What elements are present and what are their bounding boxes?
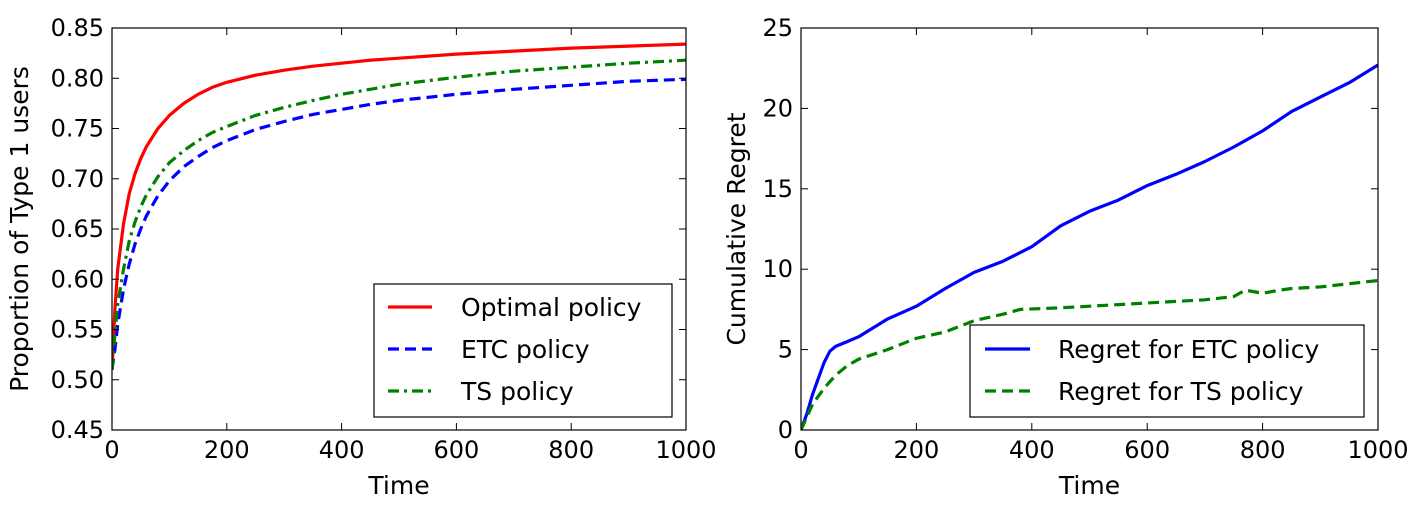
- y-axis-label: Proportion of Type 1 users: [5, 66, 34, 392]
- x-tick-label: 600: [1124, 436, 1170, 464]
- x-tick-label: 800: [1240, 436, 1286, 464]
- x-tick-label: 600: [433, 436, 479, 464]
- y-tick-label: 0.50: [51, 366, 104, 394]
- legend-label: Optimal policy: [461, 293, 642, 322]
- y-tick-label: 10: [762, 255, 793, 283]
- axes-frame: [800, 27, 1379, 431]
- x-tick-label: 400: [1009, 436, 1055, 464]
- x-tick-label: 0: [104, 436, 119, 464]
- legend-box: [969, 324, 1365, 418]
- x-tick-label: 200: [204, 436, 250, 464]
- x-tick-label: 1000: [1347, 436, 1408, 464]
- series-line-regret-for-etc-policy: [801, 63, 1378, 430]
- y-tick-label: 5: [778, 336, 793, 364]
- legend-label: ETC policy: [461, 335, 590, 364]
- series-line-ts-policy: [112, 58, 686, 370]
- y-tick-label: 0.75: [51, 115, 104, 143]
- y-tick-label: 25: [762, 14, 793, 42]
- x-axis-label: Time: [367, 471, 429, 500]
- plot-area: [801, 63, 1378, 430]
- series-line-regret-for-ts-policy: [801, 278, 1378, 430]
- y-tick-label: 0: [778, 416, 793, 444]
- legend-label: Regret for ETC policy: [1058, 335, 1319, 364]
- legend: Optimal policy ETC policy TS policy: [373, 283, 673, 418]
- y-tick-label: 0.70: [51, 165, 104, 193]
- proportion-chart: 0 200 400 600 800 1000 0.45 0.50 0.55 0.60 0.65 0.7…: [5, 14, 717, 500]
- series-line-optimal-policy: [112, 42, 686, 370]
- y-tick-label: 15: [762, 175, 793, 203]
- x-axis-label: Time: [1058, 471, 1120, 500]
- y-tick-label: 0.60: [51, 265, 104, 293]
- y-tick-label: 20: [762, 94, 793, 122]
- legend-label: Regret for TS policy: [1058, 377, 1304, 406]
- plot-area: [112, 42, 686, 370]
- x-tick-label: 800: [548, 436, 594, 464]
- y-tick-label: 0.55: [51, 316, 104, 344]
- legend: Regret for ETC policy Regret for TS polic…: [969, 324, 1365, 418]
- x-tick-label: 200: [893, 436, 939, 464]
- y-tick-label: 0.85: [51, 14, 104, 42]
- x-tick-label: 0: [793, 436, 808, 464]
- y-tick-label: 0.65: [51, 215, 104, 243]
- legend-label: TS policy: [460, 377, 574, 406]
- series-line-etc-policy: [112, 77, 686, 370]
- y-tick-label: 0.45: [51, 416, 104, 444]
- x-tick-label: 400: [319, 436, 365, 464]
- y-tick-label: 0.80: [51, 64, 104, 92]
- x-tick-label: 1000: [655, 436, 716, 464]
- y-axis-label: Cumulative Regret: [722, 112, 751, 345]
- regret-chart: 0 200 400 600 800 1000 0 5 10 15 20 25 Time Cumulativ…: [722, 14, 1409, 500]
